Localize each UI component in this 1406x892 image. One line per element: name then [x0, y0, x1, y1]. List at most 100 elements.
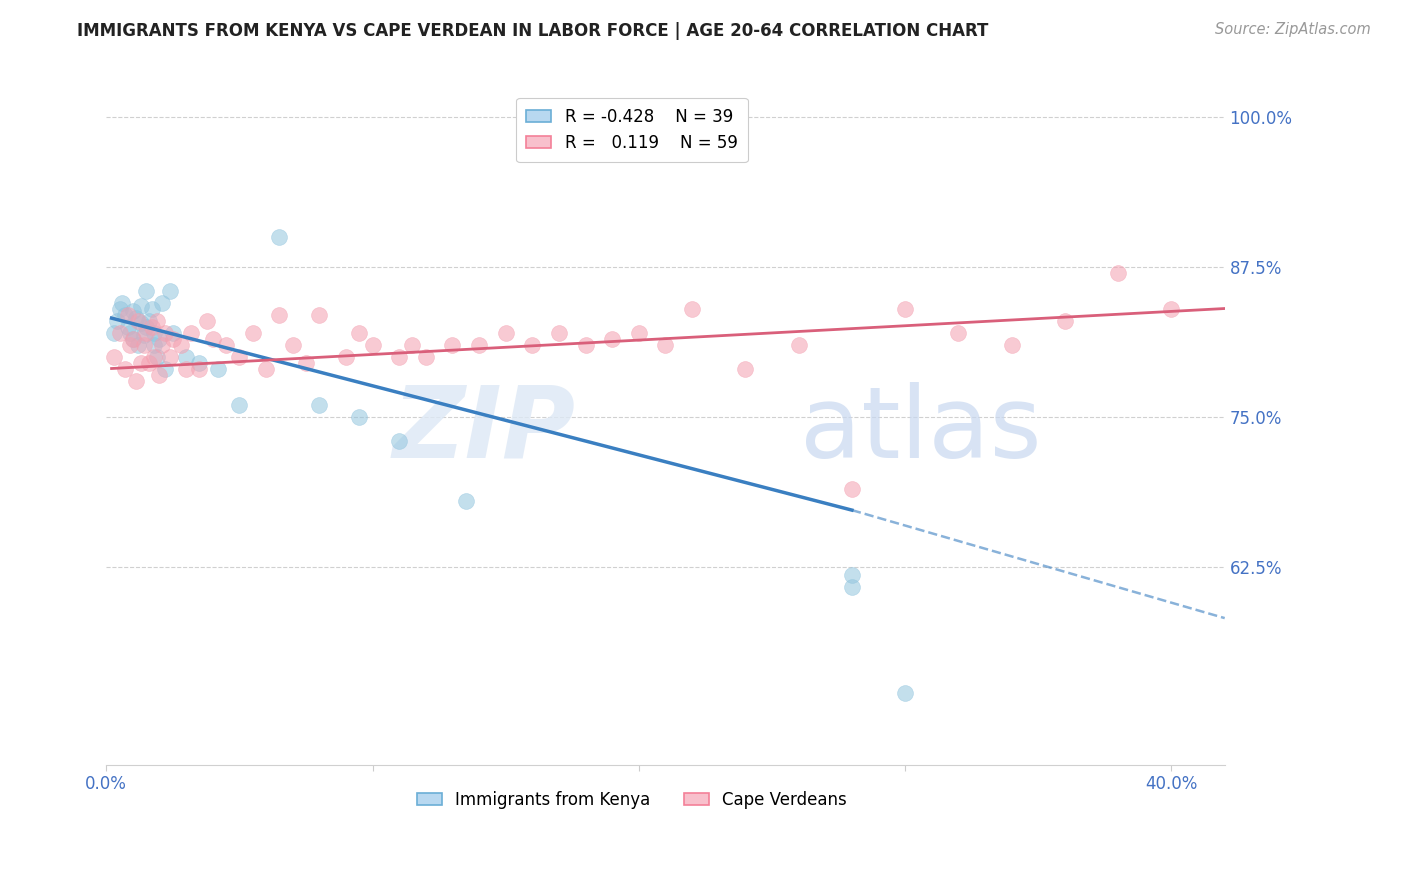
Text: Source: ZipAtlas.com: Source: ZipAtlas.com: [1215, 22, 1371, 37]
Point: [197, 313, 219, 327]
Point: [150, 295, 173, 310]
Point: [1107, 266, 1129, 280]
Point: [138, 313, 160, 327]
Point: [146, 350, 169, 364]
Point: [654, 337, 676, 351]
Point: [787, 337, 810, 351]
Text: atlas: atlas: [800, 382, 1042, 479]
Point: [188, 361, 211, 376]
Point: [129, 355, 152, 369]
Point: [308, 308, 330, 322]
Point: [948, 326, 970, 340]
Point: [180, 326, 202, 340]
Point: [707, 145, 730, 160]
Point: [120, 337, 142, 351]
Point: [148, 332, 170, 346]
Point: [129, 316, 152, 330]
Point: [347, 409, 370, 424]
Point: [841, 568, 863, 582]
Text: IMMIGRANTS FROM KENYA VS CAPE VERDEAN IN LABOR FORCE | AGE 20-64 CORRELATION CHA: IMMIGRANTS FROM KENYA VS CAPE VERDEAN IN…: [77, 22, 988, 40]
Point: [269, 308, 291, 322]
Point: [841, 482, 863, 496]
Point: [841, 580, 863, 594]
Point: [335, 350, 357, 364]
Point: [103, 326, 125, 340]
Point: [127, 313, 149, 327]
Point: [135, 319, 157, 334]
Point: [120, 326, 142, 340]
Point: [681, 301, 703, 316]
Point: [894, 301, 917, 316]
Point: [228, 397, 250, 411]
Point: [207, 361, 229, 376]
Point: [143, 350, 166, 364]
Point: [415, 350, 437, 364]
Point: [129, 299, 152, 313]
Point: [174, 350, 197, 364]
Point: [143, 326, 166, 340]
Point: [228, 350, 250, 364]
Point: [132, 327, 155, 342]
Point: [388, 350, 411, 364]
Point: [281, 337, 304, 351]
Point: [495, 326, 517, 340]
Point: [114, 308, 136, 322]
Point: [159, 284, 181, 298]
Point: [148, 368, 170, 382]
Point: [108, 301, 131, 316]
Point: [162, 326, 184, 340]
Point: [1160, 301, 1182, 316]
Point: [146, 313, 169, 327]
Point: [254, 361, 277, 376]
Point: [295, 355, 318, 369]
Point: [143, 337, 166, 351]
Point: [135, 326, 157, 340]
Point: [108, 326, 131, 340]
Point: [138, 355, 160, 369]
Point: [127, 337, 149, 351]
Point: [441, 337, 464, 351]
Point: [132, 337, 155, 351]
Point: [600, 332, 623, 346]
Point: [522, 337, 544, 351]
Point: [153, 361, 176, 376]
Point: [627, 326, 650, 340]
Point: [159, 350, 181, 364]
Point: [1053, 313, 1076, 327]
Point: [361, 337, 384, 351]
Point: [1001, 337, 1024, 351]
Point: [468, 337, 491, 351]
Point: [114, 361, 136, 376]
Point: [308, 397, 330, 411]
Point: [150, 337, 173, 351]
Point: [574, 337, 596, 351]
Point: [201, 332, 224, 346]
Point: [242, 326, 264, 340]
Point: [122, 332, 145, 346]
Point: [117, 308, 139, 322]
Point: [174, 361, 197, 376]
Point: [401, 337, 423, 351]
Legend: Immigrants from Kenya, Cape Verdeans: Immigrants from Kenya, Cape Verdeans: [411, 784, 853, 815]
Point: [103, 350, 125, 364]
Point: [548, 326, 571, 340]
Point: [111, 295, 134, 310]
Point: [122, 332, 145, 346]
Text: ZIP: ZIP: [394, 382, 576, 479]
Point: [141, 301, 163, 316]
Point: [162, 332, 184, 346]
Point: [135, 284, 157, 298]
Point: [124, 311, 146, 326]
Point: [141, 319, 163, 334]
Point: [734, 361, 756, 376]
Point: [347, 326, 370, 340]
Point: [124, 374, 146, 388]
Point: [153, 326, 176, 340]
Point: [105, 313, 128, 327]
Point: [117, 319, 139, 334]
Point: [454, 493, 477, 508]
Point: [894, 685, 917, 699]
Point: [188, 355, 211, 369]
Point: [388, 434, 411, 448]
Point: [215, 337, 238, 351]
